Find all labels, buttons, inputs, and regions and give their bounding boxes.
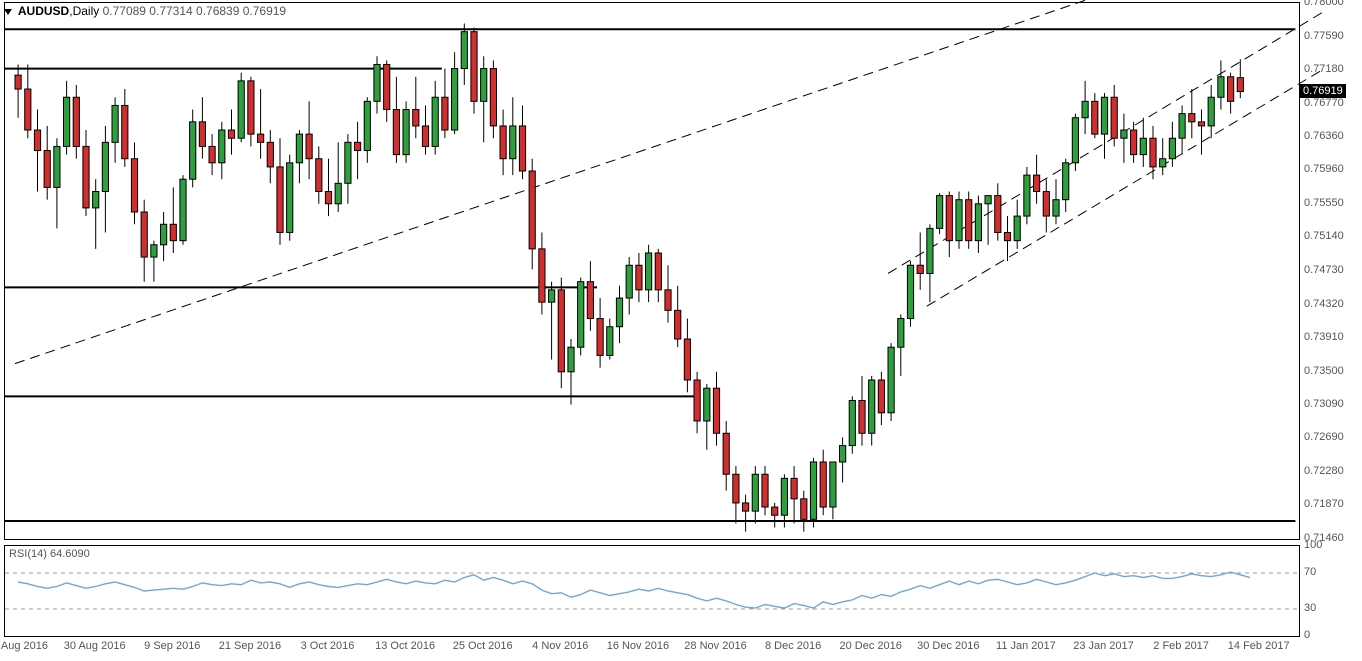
price-chart-svg bbox=[5, 3, 1299, 539]
price-y-tick: 0.76360 bbox=[1304, 130, 1344, 142]
price-y-tick: 0.72280 bbox=[1304, 465, 1344, 477]
x-tick: 2 Feb 2017 bbox=[1153, 640, 1209, 652]
rsi-y-tick: 0 bbox=[1304, 629, 1310, 641]
rsi-y-tick: 70 bbox=[1304, 566, 1316, 578]
x-tick: 23 Jan 2017 bbox=[1073, 640, 1134, 652]
chart-container: AUDUSD,Daily 0.77089 0.77314 0.76839 0.7… bbox=[0, 0, 1362, 661]
price-y-tick: 0.73500 bbox=[1304, 365, 1344, 377]
x-tick: 8 Dec 2016 bbox=[765, 640, 821, 652]
price-y-tick: 0.73910 bbox=[1304, 331, 1344, 343]
rsi-y-axis: 03070100 bbox=[1302, 545, 1360, 637]
price-y-tick: 0.75550 bbox=[1304, 197, 1344, 209]
price-y-tick: 0.73090 bbox=[1304, 398, 1344, 410]
price-y-tick: 0.71870 bbox=[1304, 498, 1344, 510]
rsi-y-tick: 100 bbox=[1304, 539, 1322, 551]
x-tick: 28 Nov 2016 bbox=[684, 640, 746, 652]
price-panel[interactable] bbox=[4, 2, 1300, 540]
x-tick: 4 Nov 2016 bbox=[532, 640, 588, 652]
symbol-label: AUDUSD bbox=[18, 4, 69, 18]
last-price-tag: 0.76919 bbox=[1300, 84, 1346, 98]
price-y-tick: 0.75140 bbox=[1304, 230, 1344, 242]
x-tick: 13 Oct 2016 bbox=[375, 640, 435, 652]
x-axis: 18 Aug 201630 Aug 20169 Sep 201621 Sep 2… bbox=[4, 638, 1300, 658]
price-y-tick: 0.74320 bbox=[1304, 298, 1344, 310]
timeframe-label: ,Daily bbox=[69, 4, 99, 18]
rsi-y-tick: 30 bbox=[1304, 602, 1316, 614]
price-y-tick: 0.75960 bbox=[1304, 163, 1344, 175]
x-tick: 14 Feb 2017 bbox=[1228, 640, 1290, 652]
price-y-tick: 0.78000 bbox=[1304, 0, 1344, 8]
price-y-tick: 0.77180 bbox=[1304, 63, 1344, 75]
x-tick: 21 Sep 2016 bbox=[219, 640, 281, 652]
rsi-chart-svg bbox=[5, 546, 1299, 636]
price-y-tick: 0.72690 bbox=[1304, 431, 1344, 443]
chart-title[interactable]: AUDUSD,Daily 0.77089 0.77314 0.76839 0.7… bbox=[4, 4, 286, 18]
price-y-tick: 0.76770 bbox=[1304, 97, 1344, 109]
price-y-tick: 0.77590 bbox=[1304, 30, 1344, 42]
x-tick: 18 Aug 2016 bbox=[0, 640, 48, 652]
ohlc-label: 0.77089 0.77314 0.76839 0.76919 bbox=[103, 4, 287, 18]
rsi-title: RSI(14) 64.6090 bbox=[9, 548, 90, 560]
chevron-down-icon[interactable] bbox=[4, 9, 12, 15]
rsi-panel[interactable]: RSI(14) 64.6090 bbox=[4, 545, 1300, 637]
x-tick: 16 Nov 2016 bbox=[607, 640, 669, 652]
x-tick: 20 Dec 2016 bbox=[839, 640, 901, 652]
price-y-tick: 0.74730 bbox=[1304, 264, 1344, 276]
x-tick: 9 Sep 2016 bbox=[144, 640, 200, 652]
x-tick: 30 Dec 2016 bbox=[917, 640, 979, 652]
x-tick: 30 Aug 2016 bbox=[64, 640, 126, 652]
x-tick: 11 Jan 2017 bbox=[996, 640, 1056, 652]
x-tick: 25 Oct 2016 bbox=[453, 640, 513, 652]
x-tick: 3 Oct 2016 bbox=[301, 640, 355, 652]
